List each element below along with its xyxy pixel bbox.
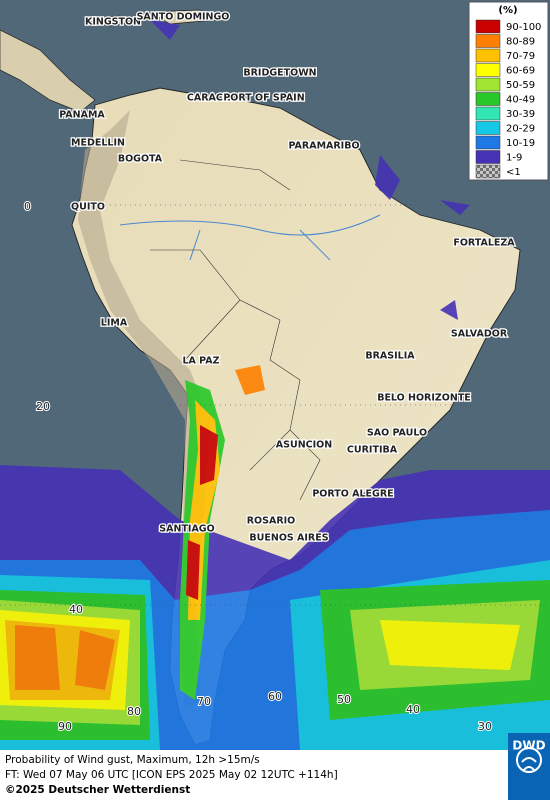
grid-labels: 0 20 40 90 80 70 60 50 40 30 <box>23 199 493 734</box>
caption-line: FT: Wed 07 May 06 UTC [ICON EPS 2025 May… <box>5 769 338 781</box>
grid-label: 20 <box>36 400 50 413</box>
grid-label: 0 <box>24 200 31 213</box>
grid-label: 40 <box>69 603 83 616</box>
city-label: BUENOS AIRES <box>249 533 328 544</box>
city-label: BRASILIA <box>365 351 415 362</box>
city-labels: KINGSTON SANTO DOMINGO BRIDGETOWN CARACA… <box>58 10 517 545</box>
city-label: PORT OF SPAIN <box>223 93 304 104</box>
logo-icon <box>516 747 543 773</box>
caption-line: ©2025 Deutscher Wetterdienst <box>5 784 190 796</box>
city-label: LA PAZ <box>182 356 219 367</box>
legend-label: 70-79 <box>506 51 535 62</box>
graticule <box>0 204 550 606</box>
city-label: SANTIAGO <box>159 524 214 535</box>
legend-swatch <box>475 106 501 121</box>
city-label: MEDELLIN <box>71 138 125 149</box>
legend-swatch <box>475 164 501 179</box>
legend-label: 40-49 <box>506 95 535 106</box>
legend-title: (%) <box>498 5 517 16</box>
legend-swatch <box>475 63 501 77</box>
city-label: CURITIBA <box>347 445 398 456</box>
city-label: SANTO DOMINGO <box>137 12 230 23</box>
grid-label: 50 <box>337 693 351 706</box>
city-label: BELO HORIZONTE <box>377 393 471 404</box>
logo-text: DWD <box>512 739 545 753</box>
central-america <box>0 29 96 113</box>
probability-field <box>0 20 550 750</box>
city-label: FORTALEZA <box>453 238 515 249</box>
grid-label: 40 <box>406 703 420 716</box>
legend-label: 30-39 <box>506 109 535 120</box>
legend-label: 60-69 <box>506 66 535 77</box>
grid-label: 30 <box>478 720 492 733</box>
city-label: CARACAS <box>187 93 237 104</box>
legend-swatch <box>475 48 501 63</box>
city-label: BRIDGETOWN <box>243 68 316 79</box>
legend-swatch <box>475 34 501 48</box>
legend-label: 90-100 <box>506 22 541 33</box>
grid-label: 70 <box>197 695 211 708</box>
legend-label: 20-29 <box>506 124 535 135</box>
legend-label: 80-89 <box>506 37 535 48</box>
caption-line: Probability of Wind gust, Maximum, 12h >… <box>5 754 260 766</box>
city-label: PORTO ALEGRE <box>312 489 393 500</box>
legend-swatch <box>475 121 501 135</box>
legend-swatch <box>475 150 501 164</box>
city-label: PANAMA <box>59 110 105 121</box>
city-label: BOGOTA <box>118 154 163 165</box>
legend-swatch <box>475 135 501 150</box>
islands <box>84 9 217 27</box>
city-label: SALVADOR <box>451 329 508 340</box>
city-label: QUITO <box>71 202 105 213</box>
legend-swatch <box>475 77 501 92</box>
city-label: PARAMARIBO <box>288 141 359 152</box>
legend: (%) 90-100 80-89 70-79 60-69 50-59 40-49 30-39… <box>468 1 549 181</box>
grid-label: 60 <box>268 690 282 703</box>
legend-label: 1-9 <box>506 153 522 164</box>
legend-label: 50-59 <box>506 80 535 91</box>
grid-label: 90 <box>58 720 72 733</box>
rivers <box>119 214 381 261</box>
city-label: ASUNCION <box>276 440 332 451</box>
borders <box>150 159 321 501</box>
caption-box <box>0 750 508 800</box>
city-label: ROSARIO <box>247 516 296 527</box>
legend-label: <1 <box>506 167 521 178</box>
city-label: LIMA <box>101 318 128 329</box>
city-label: SAO PAULO <box>367 428 427 439</box>
legend-label: 10-19 <box>506 138 535 149</box>
legend-swatch <box>475 19 501 34</box>
grid-label: 80 <box>127 705 141 718</box>
legend-swatch <box>475 92 501 106</box>
city-label: KINGSTON <box>85 17 141 28</box>
